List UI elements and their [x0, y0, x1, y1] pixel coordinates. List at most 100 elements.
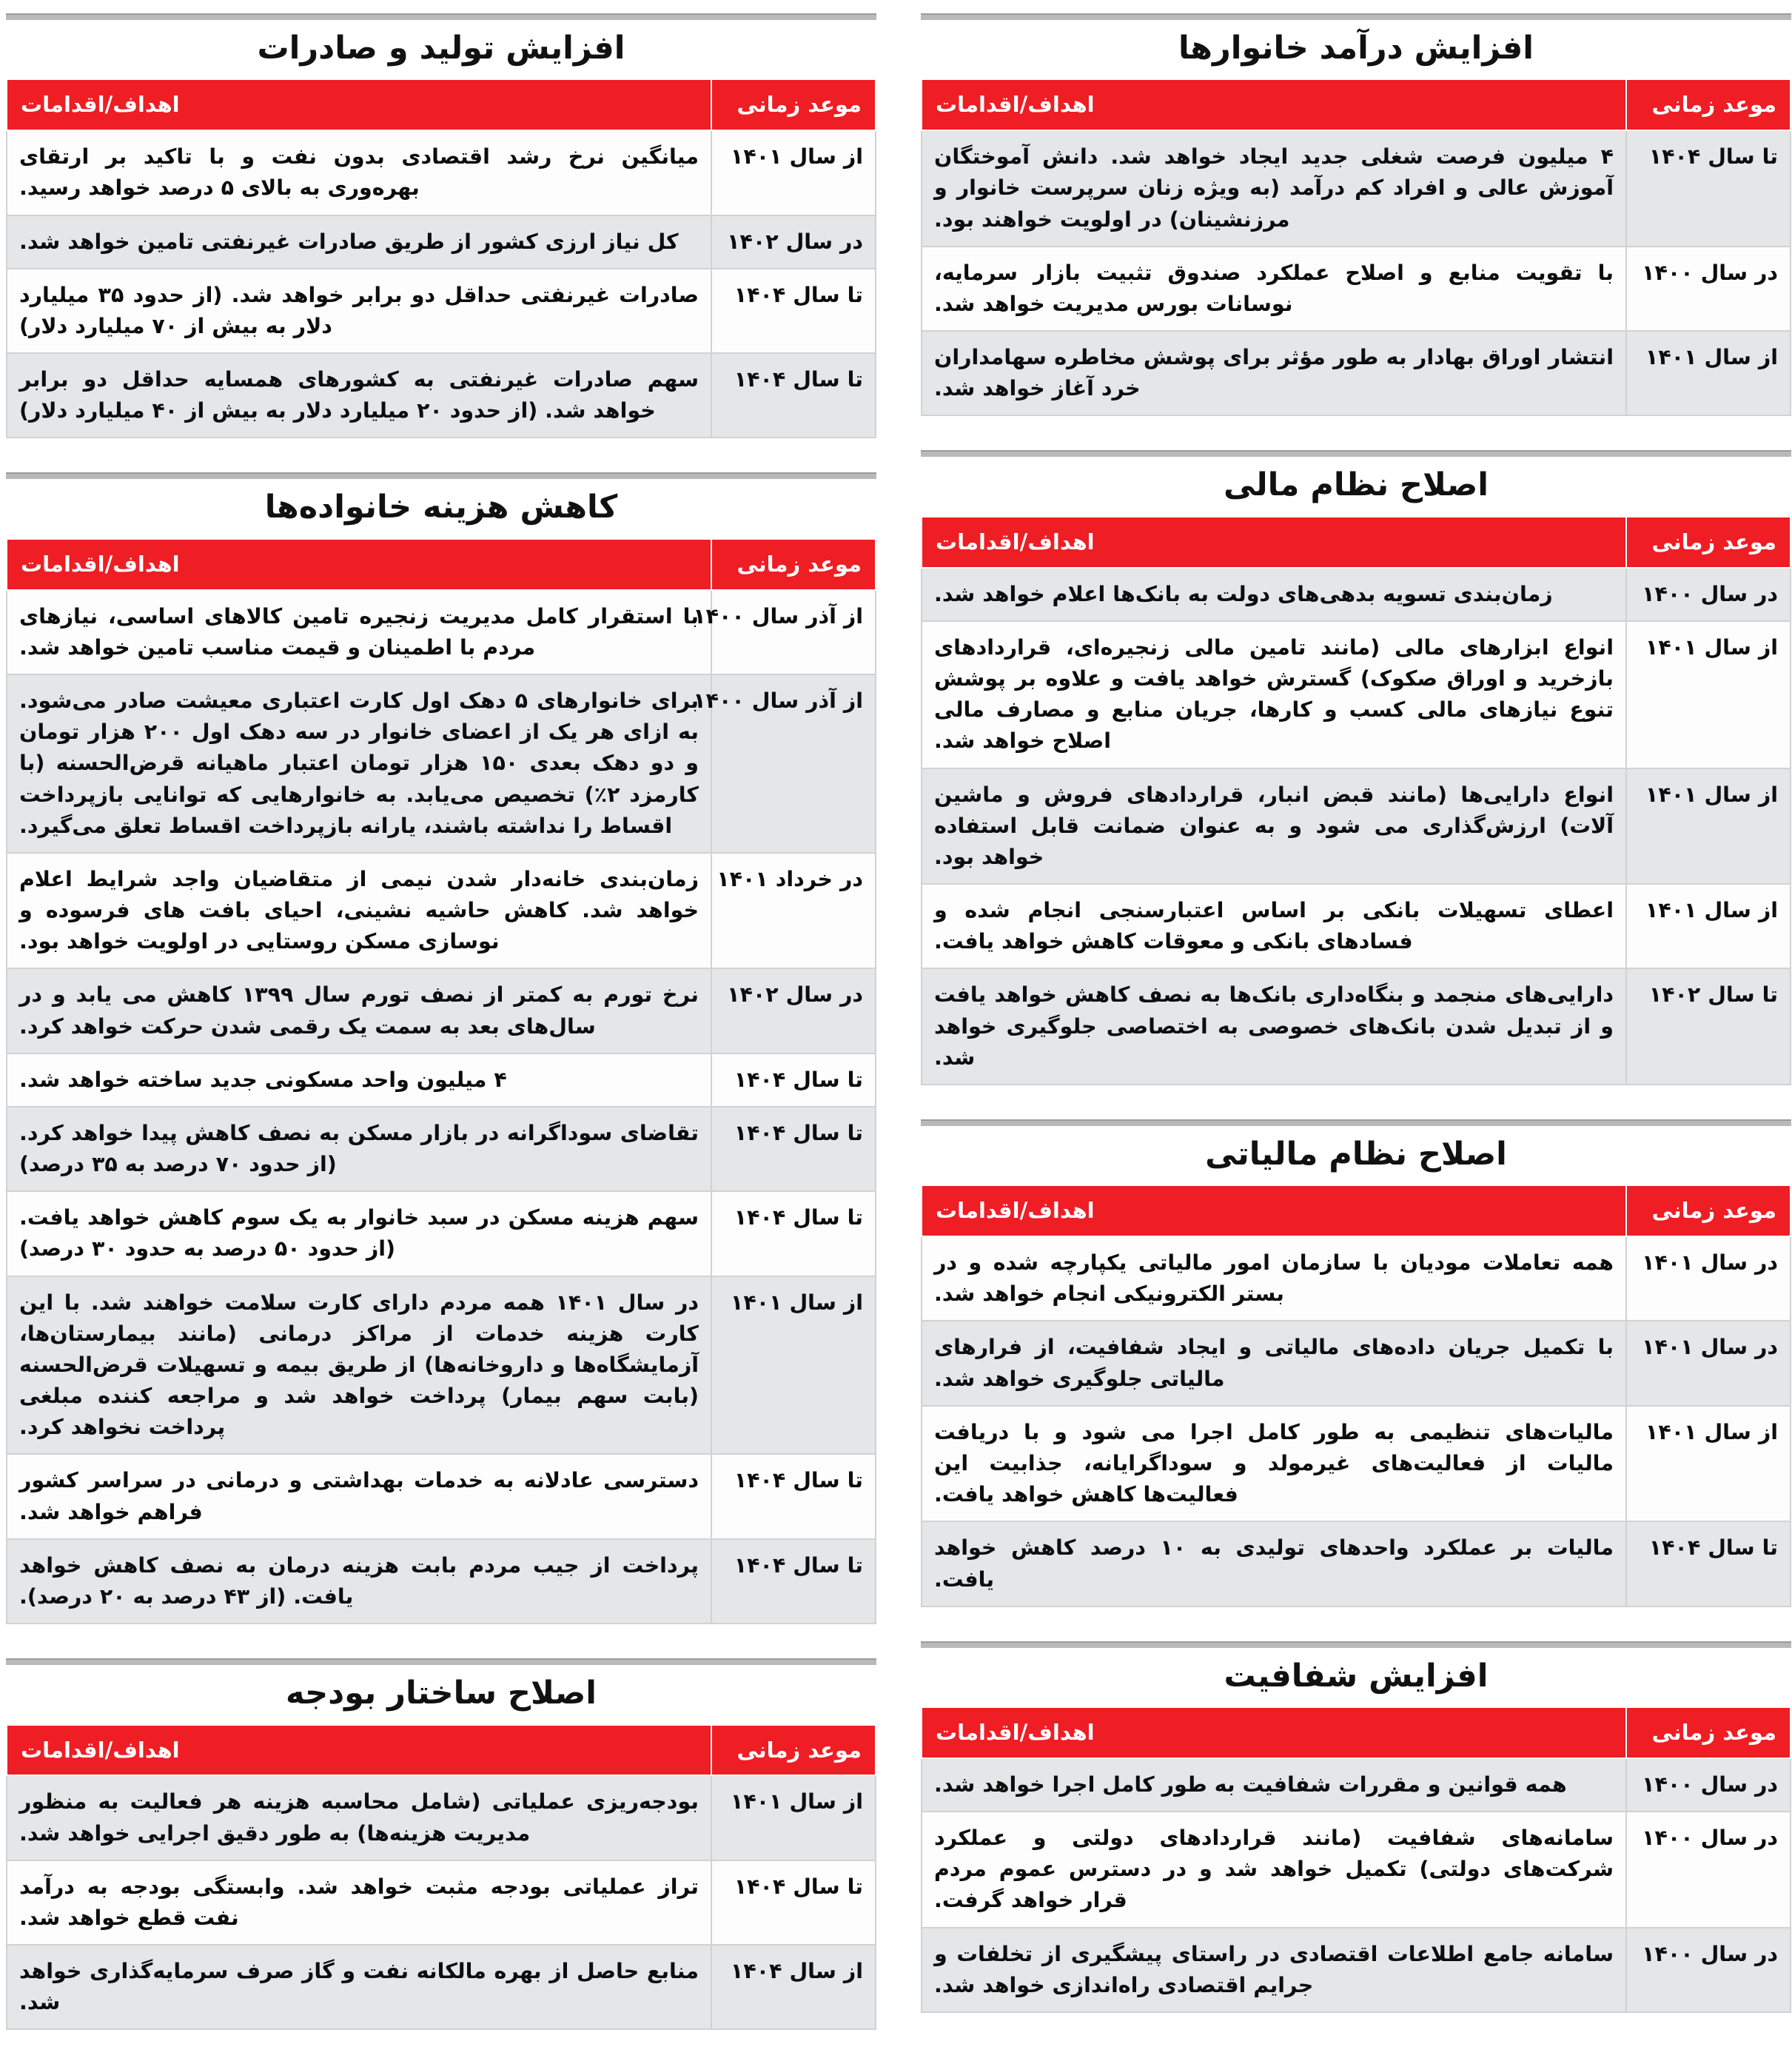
cell-time: تا سال ۱۴۰۴ [1625, 1521, 1791, 1607]
cell-goal: با تقویت منابع و اصلاح عملکرد صندوق تثبی… [921, 245, 1627, 332]
column-header-goal: اهداف/اقدامات [921, 515, 1627, 569]
card-title: افزایش درآمد خانوارها [921, 20, 1791, 79]
table-header-row: موعد زمانی اهداف/اقدامات [6, 78, 876, 132]
table-header-row: موعد زمانی اهداف/اقدامات [921, 1185, 1791, 1238]
table-row: تا سال ۱۴۰۴ صادرات غیرنفتی حداقل دو براب… [6, 267, 876, 355]
cell-time: تا سال ۱۴۰۴ [711, 352, 876, 439]
cell-goal: کل نیاز ارزی کشور از طریق صادرات غیرنفتی… [6, 214, 712, 269]
cell-time: تا سال ۱۴۰۴ [711, 1190, 876, 1277]
plan-table: موعد زمانی اهداف/اقدامات در سال ۱۴۰۱ همه… [921, 1185, 1791, 1607]
cell-time: از سال ۱۴۰۱ [1625, 620, 1791, 769]
table-row: از سال ۱۴۰۱ اعطای تسهیلات بانکی بر اساس … [921, 883, 1791, 970]
table-row: تا سال ۱۴۰۴ ۴ میلیون واحد مسکونی جدید سا… [6, 1052, 876, 1108]
card-production-exports: افزایش تولید و صادرات موعد زمانی اهداف/ا… [6, 13, 876, 439]
divider-rule [921, 450, 1791, 458]
cell-time: از سال ۱۴۰۱ [1625, 330, 1791, 417]
cell-goal: با استقرار کامل مدیریت زنجیره تامین کالا… [6, 589, 712, 676]
cell-goal: با تکمیل جریان داده‌های مالیاتی و ایجاد … [921, 1320, 1627, 1407]
table-row: تا سال ۱۴۰۴ دسترسی عادلانه به خدمات بهدا… [6, 1453, 876, 1540]
card-title: افزایش شفافیت [921, 1647, 1791, 1707]
table-row: از سال ۱۴۰۱ انتشار اوراق بهادار به طور م… [921, 330, 1791, 417]
cell-goal: سهم هزینه مسکن در سبد خانوار به یک سوم ک… [6, 1190, 712, 1277]
table-row: از سال ۱۴۰۱ انواع دارایی‌ها (مانند قبض ا… [921, 767, 1791, 885]
cell-goal: تقاضای سوداگرانه در بازار مسکن به نصف کا… [6, 1105, 712, 1193]
table-row: از سال ۱۴۰۴ منابع حاصل از بهره مالکانه ن… [6, 1944, 876, 2031]
table-row: در سال ۱۴۰۰ زمان‌بندی تسویه بدهی‌های دول… [921, 566, 1791, 622]
cell-goal: پرداخت از جیب مردم بابت هزینه درمان به ن… [6, 1538, 712, 1625]
cell-goal: دسترسی عادلانه به خدمات بهداشتی و درمانی… [6, 1453, 712, 1540]
plan-table: موعد زمانی اهداف/اقدامات از سال ۱۴۰۱ میا… [6, 78, 876, 439]
cell-time: در سال ۱۴۰۲ [711, 214, 876, 269]
table-header-row: موعد زمانی اهداف/اقدامات [921, 515, 1791, 569]
table-row: تا سال ۱۴۰۴ ۴ میلیون فرصت شغلی جدید ایجا… [921, 130, 1791, 247]
card-tax-system: اصلاح نظام مالیاتی موعد زمانی اهداف/اقدا… [921, 1119, 1791, 1607]
cell-goal: برای خانوارهای ۵ دهک اول کارت اعتباری مع… [6, 674, 712, 854]
card-title: افزایش تولید و صادرات [6, 20, 876, 79]
card-household-income: افزایش درآمد خانوارها موعد زمانی اهداف/ا… [921, 13, 1791, 417]
table-row: در سال ۱۴۰۱ همه تعاملات مودیان با سازمان… [921, 1236, 1791, 1322]
card-title: کاهش هزینه خانواده‌ها [6, 479, 876, 538]
card-family-cost: کاهش هزینه خانواده‌ها موعد زمانی اهداف/ا… [6, 472, 876, 1625]
table-header-row: موعد زمانی اهداف/اقدامات [6, 1723, 876, 1777]
cell-goal: انتشار اوراق بهادار به طور مؤثر برای پوش… [921, 330, 1627, 417]
cell-goal: مالیات‌های تنظیمی به طور کامل اجرا می شو… [921, 1404, 1627, 1523]
card-budget-structure: اصلاح ساختار بودجه موعد زمانی اهداف/اقدا… [6, 1658, 876, 2031]
column-header-time: موعد زمانی [1625, 1185, 1791, 1238]
cell-goal: منابع حاصل از بهره مالکانه نفت و گاز صرف… [6, 1944, 712, 2031]
divider-rule [6, 472, 876, 480]
table-row: از سال ۱۴۰۱ بودجه‌ریزی عملیاتی (شامل محا… [6, 1775, 876, 1861]
cell-goal: مالیات بر عملکرد واحدهای تولیدی به ۱۰ در… [921, 1521, 1627, 1607]
divider-rule [6, 13, 876, 20]
column-header-goal: اهداف/اقدامات [6, 537, 712, 591]
cell-goal: دارایی‌های منجمد و بنگاه‌داری بانک‌ها به… [921, 968, 1627, 1085]
cell-time: از آذر سال ۱۴۰۰ [693, 674, 876, 854]
card-transparency: افزایش شفافیت موعد زمانی اهداف/اقدامات د… [921, 1641, 1791, 2013]
plan-table: موعد زمانی اهداف/اقدامات تا سال ۱۴۰۴ ۴ م… [921, 78, 1791, 417]
card-title: اصلاح نظام مالیاتی [921, 1125, 1791, 1185]
cell-time: در سال ۱۴۰۰ [1625, 1811, 1791, 1929]
plan-table: موعد زمانی اهداف/اقدامات در سال ۱۴۰۰ همه… [921, 1706, 1791, 2013]
cell-goal: در سال ۱۴۰۱ همه مردم دارای کارت سلامت خو… [6, 1275, 712, 1455]
cell-time: از آذر سال ۱۴۰۰ [693, 589, 876, 676]
cell-time: در سال ۱۴۰۲ [711, 968, 876, 1054]
cell-goal: انواع ابزارهای مالی (مانند تامین مالی زن… [921, 620, 1627, 769]
table-row: در سال ۱۴۰۱ با تکمیل جریان داده‌های مالی… [921, 1320, 1791, 1407]
column-header-goal: اهداف/اقدامات [921, 1706, 1627, 1759]
table-row: در سال ۱۴۰۲ کل نیاز ارزی کشور از طریق صا… [6, 214, 876, 269]
table-row: تا سال ۱۴۰۴ پرداخت از جیب مردم بابت هزین… [6, 1538, 876, 1625]
table-row: از آذر سال ۱۴۰۰ برای خانوارهای ۵ دهک اول… [6, 674, 876, 854]
cell-goal: انواع دارایی‌ها (مانند قبض انبار، قراردا… [921, 767, 1627, 885]
cell-time: در خرداد ۱۴۰۱ [711, 851, 876, 970]
left-column: افزایش درآمد خانوارها موعد زمانی اهداف/ا… [921, 13, 1791, 2047]
table-row: در خرداد ۱۴۰۱ زمان‌بندی خانه‌دار شدن نیم… [6, 851, 876, 970]
cell-goal: همه تعاملات مودیان با سازمان امور مالیات… [921, 1236, 1627, 1322]
table-row: در سال ۱۴۰۰ سامانه جامع اطلاعات اقتصادی … [921, 1926, 1791, 2013]
cell-goal: سامانه جامع اطلاعات اقتصادی در راستای پی… [921, 1926, 1627, 2013]
cell-time: تا سال ۱۴۰۴ [711, 1453, 876, 1540]
cell-goal: میانگین نرخ رشد اقتصادی بدون نفت و با تا… [6, 130, 712, 216]
table-row: از سال ۱۴۰۱ میانگین نرخ رشد اقتصادی بدون… [6, 130, 876, 216]
two-column-layout: افزایش تولید و صادرات موعد زمانی اهداف/ا… [0, 13, 1792, 2064]
card-financial-system: اصلاح نظام مالی موعد زمانی اهداف/اقدامات… [921, 450, 1791, 1085]
cell-time: در سال ۱۴۰۰ [1625, 245, 1791, 332]
cell-time: در سال ۱۴۰۰ [1625, 1926, 1791, 2013]
plan-table: موعد زمانی اهداف/اقدامات در سال ۱۴۰۰ زما… [921, 515, 1791, 1085]
cell-goal: بودجه‌ریزی عملیاتی (شامل محاسبه هزینه هر… [6, 1775, 712, 1861]
cell-goal: ۴ میلیون واحد مسکونی جدید ساخته خواهد شد… [6, 1052, 712, 1108]
table-row: از سال ۱۴۰۱ در سال ۱۴۰۱ همه مردم دارای ک… [6, 1275, 876, 1455]
table-row: در سال ۱۴۰۰ با تقویت منابع و اصلاح عملکر… [921, 245, 1791, 332]
divider-rule [921, 1119, 1791, 1126]
cell-time: از سال ۱۴۰۱ [711, 1775, 876, 1861]
cell-time: از سال ۱۴۰۱ [1625, 767, 1791, 885]
cell-time: تا سال ۱۴۰۴ [711, 267, 876, 355]
cell-time: در سال ۱۴۰۰ [1625, 1757, 1791, 1813]
cell-goal: زمان‌بندی تسویه بدهی‌های دولت به بانک‌ها… [921, 566, 1627, 622]
cell-time: از سال ۱۴۰۱ [711, 130, 876, 216]
table-row: تا سال ۱۴۰۴ مالیات بر عملکرد واحدهای تول… [921, 1521, 1791, 1607]
plan-table: موعد زمانی اهداف/اقدامات از سال ۱۴۰۱ بود… [6, 1723, 876, 2031]
card-title: اصلاح نظام مالی [921, 457, 1791, 516]
card-title: اصلاح ساختار بودجه [6, 1665, 876, 1724]
cell-time: از سال ۱۴۰۴ [711, 1944, 876, 2031]
plan-table: موعد زمانی اهداف/اقدامات از آذر سال ۱۴۰۰… [6, 537, 876, 1625]
table-header-row: موعد زمانی اهداف/اقدامات [921, 78, 1791, 132]
